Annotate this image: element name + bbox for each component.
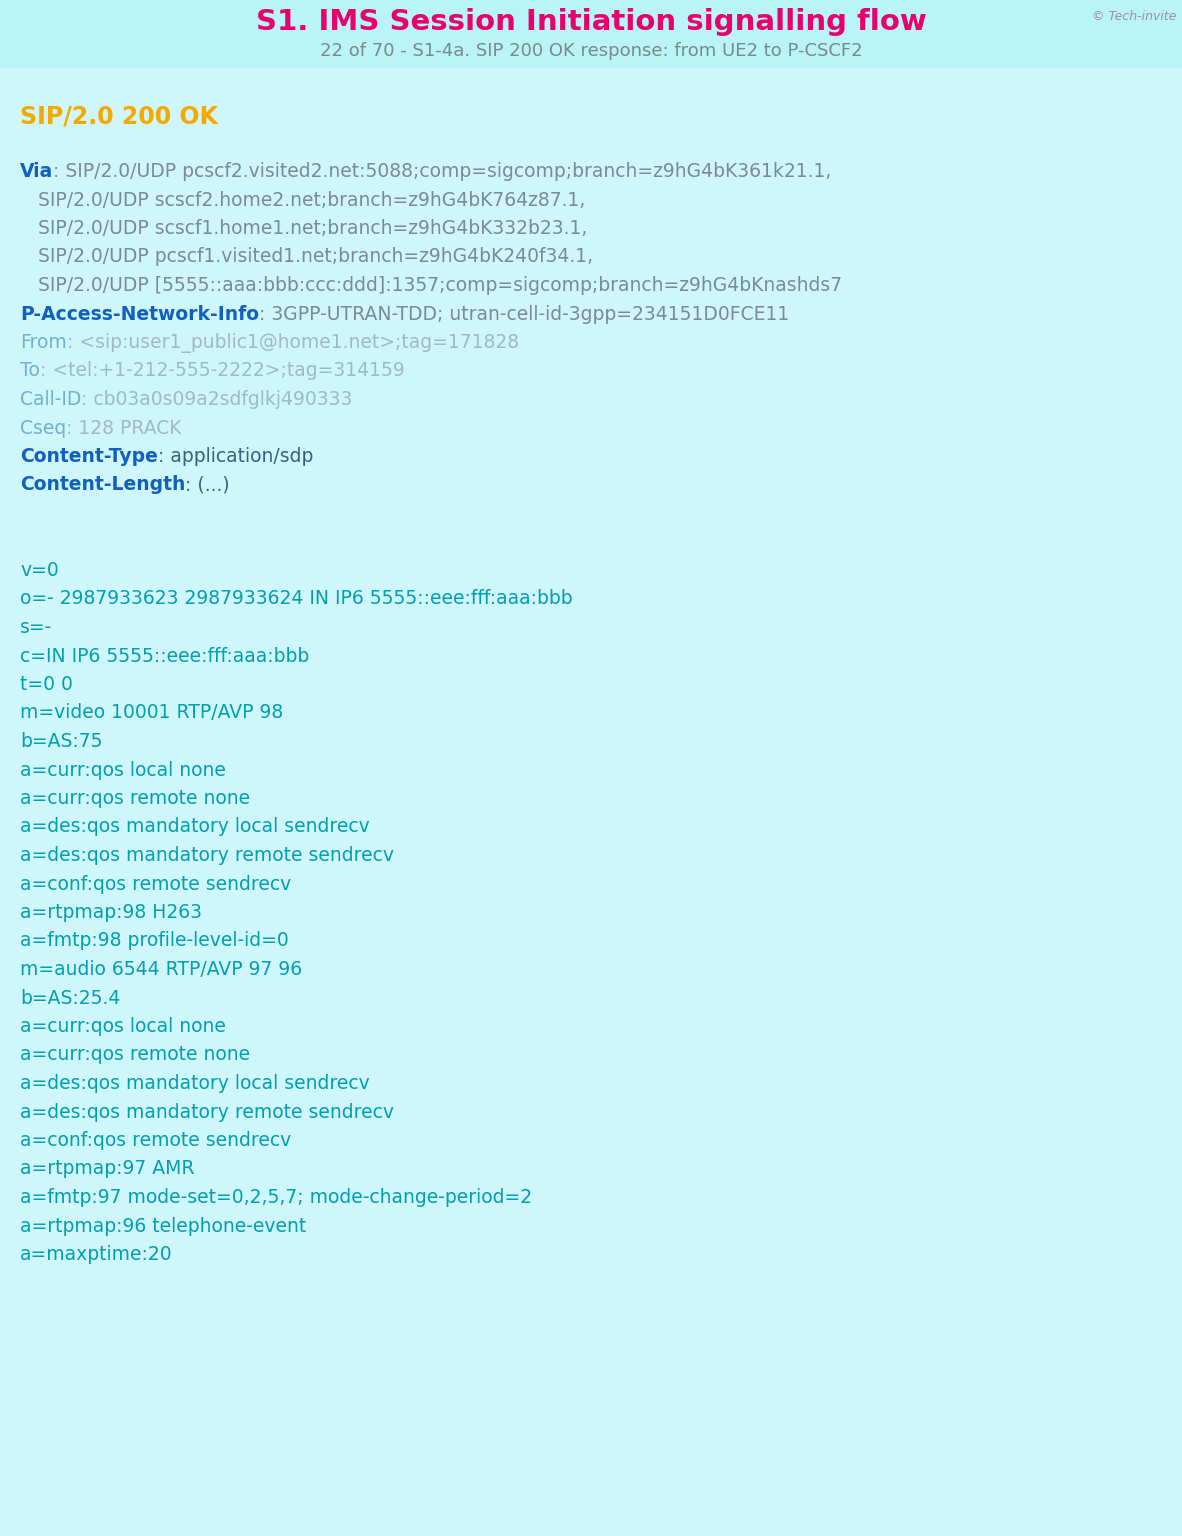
Text: a=maxptime:20: a=maxptime:20 [20,1246,173,1264]
Text: : 128 PRACK: : 128 PRACK [66,418,182,438]
Text: a=curr:qos remote none: a=curr:qos remote none [20,1046,251,1064]
Bar [0,0,1182,68]
Text: s=-: s=- [20,617,52,637]
Text: a=conf:qos remote sendrecv: a=conf:qos remote sendrecv [20,874,291,894]
Text: Call-ID: Call-ID [20,390,82,409]
Text: Content-Length: Content-Length [20,476,186,495]
Text: a=rtpmap:98 H263: a=rtpmap:98 H263 [20,903,202,922]
Text: a=des:qos mandatory local sendrecv: a=des:qos mandatory local sendrecv [20,817,370,837]
Text: From: From [20,333,66,352]
Text: m=audio 6544 RTP/AVP 97 96: m=audio 6544 RTP/AVP 97 96 [20,960,303,978]
Text: SIP/2.0/UDP [5555::aaa:bbb:ccc:ddd]:1357;comp=sigcomp;branch=z9hG4bKnashds7: SIP/2.0/UDP [5555::aaa:bbb:ccc:ddd]:1357… [20,276,842,295]
Text: Via: Via [20,161,53,181]
Text: : (...): : (...) [186,476,230,495]
Text: a=curr:qos remote none: a=curr:qos remote none [20,790,251,808]
Text: : SIP/2.0/UDP pcscf2.visited2.net:5088;comp=sigcomp;branch=z9hG4bK361k21.1,: : SIP/2.0/UDP pcscf2.visited2.net:5088;c… [53,161,832,181]
Text: SIP/2.0/UDP pcscf1.visited1.net;branch=z9hG4bK240f34.1,: SIP/2.0/UDP pcscf1.visited1.net;branch=z… [20,247,593,267]
Text: : <sip:user1_public1@home1.net>;tag=171828: : <sip:user1_public1@home1.net>;tag=1718… [66,333,519,353]
Text: P-Access-Network-Info: P-Access-Network-Info [20,304,259,324]
Text: SIP/2.0/UDP scscf2.home2.net;branch=z9hG4bK764z87.1,: SIP/2.0/UDP scscf2.home2.net;branch=z9hG… [20,190,585,209]
Text: a=des:qos mandatory local sendrecv: a=des:qos mandatory local sendrecv [20,1074,370,1094]
Text: : cb03a0s09a2sdfglkj490333: : cb03a0s09a2sdfglkj490333 [82,390,352,409]
Text: v=0: v=0 [20,561,59,581]
Text: b=AS:25.4: b=AS:25.4 [20,989,121,1008]
Text: S1. IMS Session Initiation signalling flow: S1. IMS Session Initiation signalling fl… [255,8,927,35]
Text: m=video 10001 RTP/AVP 98: m=video 10001 RTP/AVP 98 [20,703,284,722]
Text: a=rtpmap:97 AMR: a=rtpmap:97 AMR [20,1160,195,1178]
Text: To: To [20,361,40,381]
Text: b=AS:75: b=AS:75 [20,733,103,751]
Text: a=des:qos mandatory remote sendrecv: a=des:qos mandatory remote sendrecv [20,1103,394,1121]
Text: Cseq: Cseq [20,418,66,438]
Text: SIP/2.0/UDP scscf1.home1.net;branch=z9hG4bK332b23.1,: SIP/2.0/UDP scscf1.home1.net;branch=z9hG… [20,220,587,238]
Text: a=des:qos mandatory remote sendrecv: a=des:qos mandatory remote sendrecv [20,846,394,865]
Text: a=curr:qos local none: a=curr:qos local none [20,760,226,779]
Text: a=fmtp:97 mode-set=0,2,5,7; mode-change-period=2: a=fmtp:97 mode-set=0,2,5,7; mode-change-… [20,1187,532,1207]
Text: : application/sdp: : application/sdp [158,447,313,465]
Text: t=0 0: t=0 0 [20,674,73,694]
Text: c=IN IP6 5555::eee:fff:aaa:bbb: c=IN IP6 5555::eee:fff:aaa:bbb [20,647,310,665]
Text: © Tech-invite: © Tech-invite [1091,11,1176,23]
Text: : <tel:+1-212-555-2222>;tag=314159: : <tel:+1-212-555-2222>;tag=314159 [40,361,404,381]
Text: a=curr:qos local none: a=curr:qos local none [20,1017,226,1035]
Text: SIP/2.0 200 OK: SIP/2.0 200 OK [20,104,217,129]
Text: a=fmtp:98 profile-level-id=0: a=fmtp:98 profile-level-id=0 [20,931,288,951]
Text: 22 of 70 - S1-4a. SIP 200 OK response: from UE2 to P-CSCF2: 22 of 70 - S1-4a. SIP 200 OK response: f… [319,41,863,60]
Text: a=rtpmap:96 telephone-event: a=rtpmap:96 telephone-event [20,1217,306,1235]
Text: : 3GPP-UTRAN-TDD; utran-cell-id-3gpp=234151D0FCE11: : 3GPP-UTRAN-TDD; utran-cell-id-3gpp=234… [259,304,790,324]
Text: o=- 2987933623 2987933624 IN IP6 5555::eee:fff:aaa:bbb: o=- 2987933623 2987933624 IN IP6 5555::e… [20,590,572,608]
Text: Content-Type: Content-Type [20,447,158,465]
Text: a=conf:qos remote sendrecv: a=conf:qos remote sendrecv [20,1130,291,1150]
